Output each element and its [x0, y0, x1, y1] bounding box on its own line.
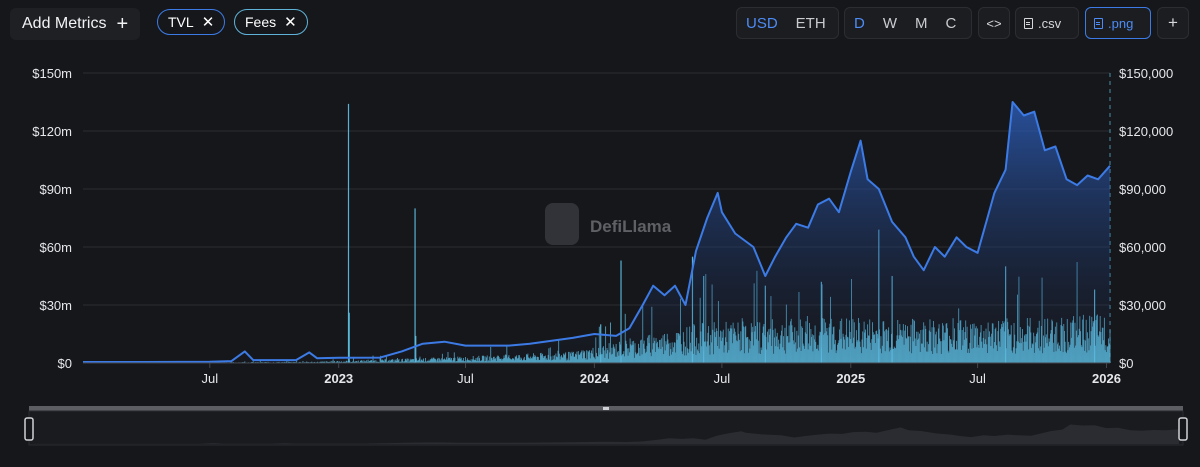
metric-pill-tvl[interactable]: TVL ✕: [157, 9, 226, 35]
x-axis-tick-label: Jul: [714, 371, 731, 386]
x-axis-tick-label: Jul: [201, 371, 218, 386]
left-axis-tick-label: $0: [58, 356, 72, 371]
download-csv-button[interactable]: .csv: [1015, 7, 1079, 39]
x-axis-tick-label: Jul: [457, 371, 474, 386]
right-axis-tick-label: $0: [1119, 356, 1133, 371]
range-slider[interactable]: [24, 406, 1188, 446]
code-icon: <>: [986, 15, 1002, 31]
add-metrics-button[interactable]: Add Metrics +: [10, 8, 141, 40]
right-axis-tick-label: $90,000: [1119, 182, 1166, 197]
slider-handle-right[interactable]: [1178, 417, 1188, 441]
left-axis-tick-label: $60m: [39, 240, 72, 255]
plus-icon: +: [116, 13, 129, 35]
slider-handle-left[interactable]: [24, 417, 34, 441]
x-axis-tick-label: 2025: [836, 371, 865, 386]
right-axis-tick-label: $60,000: [1119, 240, 1166, 255]
more-button[interactable]: +: [1157, 7, 1189, 39]
granularity-option-d[interactable]: D: [854, 14, 865, 32]
llama-logo: [545, 203, 579, 245]
x-axis-tick-label: 2023: [324, 371, 353, 386]
metric-pill-label: TVL: [168, 14, 194, 30]
left-axis: $0 $30m $60m $90m $120m $150m: [32, 66, 72, 371]
tvl-line: [83, 101, 1111, 363]
toolbar: Add Metrics + TVL ✕ Fees ✕ USD ETH D W M…: [0, 0, 1200, 50]
right-axis: $0 $30,000 $60,000 $90,000 $120,000 $150,000: [1119, 66, 1173, 371]
add-metrics-label: Add Metrics: [22, 15, 107, 32]
tvl-series: [83, 101, 1111, 363]
watermark: DefiLlama: [545, 203, 672, 245]
watermark-text: DefiLlama: [590, 217, 672, 236]
left-axis-tick-label: $30m: [39, 298, 72, 313]
metric-pill-label: Fees: [245, 14, 277, 30]
png-label: .png: [1108, 15, 1134, 31]
granularity-toggle: D W M C: [844, 7, 972, 39]
left-axis-tick-label: $150m: [32, 66, 72, 81]
download-png-button[interactable]: .png: [1085, 7, 1151, 39]
file-icon: [1024, 17, 1033, 29]
currency-option-usd[interactable]: USD: [746, 14, 778, 32]
granularity-option-m[interactable]: M: [915, 14, 928, 32]
right-axis-tick-label: $120,000: [1119, 124, 1173, 139]
granularity-option-w[interactable]: W: [882, 14, 898, 32]
tvl-area: [83, 102, 1110, 363]
slider-preview: [33, 424, 1179, 444]
embed-button[interactable]: <>: [978, 7, 1010, 39]
x-axis: Jul 2023 Jul 2024 Jul 2025 Jul 2026: [83, 362, 1121, 386]
metric-pill-fees[interactable]: Fees ✕: [234, 9, 308, 35]
x-axis-tick-label: 2026: [1092, 371, 1121, 386]
close-icon[interactable]: ✕: [284, 13, 297, 31]
x-axis-tick-label: Jul: [969, 371, 986, 386]
right-axis-tick-label: $150,000: [1119, 66, 1173, 81]
close-icon[interactable]: ✕: [201, 13, 215, 31]
slider-grip-icon[interactable]: [603, 407, 609, 410]
left-axis-tick-label: $120m: [32, 124, 72, 139]
granularity-option-c[interactable]: C: [945, 14, 957, 32]
file-icon: [1094, 17, 1103, 29]
currency-toggle: USD ETH: [736, 7, 839, 39]
more-label: +: [1168, 13, 1178, 32]
x-axis-tick-label: 2024: [580, 371, 610, 386]
currency-option-eth[interactable]: ETH: [795, 14, 826, 32]
right-axis-tick-label: $30,000: [1119, 298, 1166, 313]
left-axis-tick-label: $90m: [39, 182, 72, 197]
csv-label: .csv: [1038, 15, 1062, 31]
